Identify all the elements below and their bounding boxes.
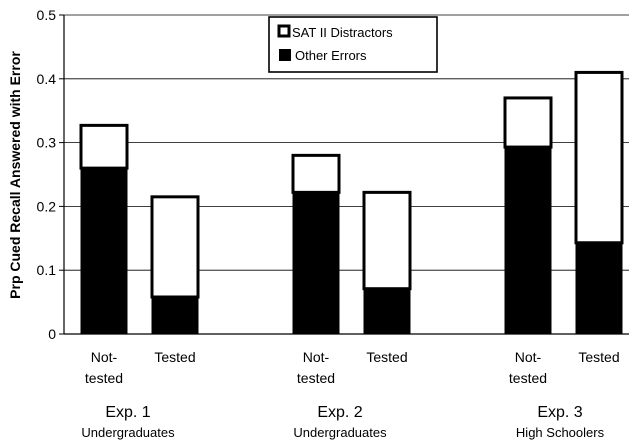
axes (63, 15, 629, 335)
bar-other-errors (504, 146, 552, 335)
y-tick-label: 0.3 (37, 135, 57, 151)
bar-other-errors (151, 296, 199, 335)
legend-swatch-sat (277, 24, 291, 38)
legend-label-sat: SAT II Distractors (292, 25, 393, 40)
group-label-population: Undergraduates (293, 425, 387, 440)
group-label-experiment: Exp. 2 (317, 404, 362, 421)
y-tick-label: 0.4 (37, 71, 57, 87)
bar-sat-distractors (79, 123, 129, 170)
x-tick-label: Not- (515, 349, 542, 365)
legend: SAT II Distractors Other Errors (268, 16, 438, 73)
group-label-experiment: Exp. 1 (105, 404, 150, 421)
legend-box (268, 16, 438, 73)
y-tick-label: 0.1 (37, 262, 57, 278)
group-labels: Exp. 1 Undergraduates Exp. 2 Undergraduates… (81, 404, 604, 440)
y-tick-label: 0.2 (37, 198, 57, 214)
group-label-population: Undergraduates (81, 425, 175, 440)
bar-other-errors (292, 191, 340, 335)
x-tick-label: Tested (366, 349, 407, 365)
legend-swatch-other (279, 49, 291, 61)
y-tick-labels: 0 0.1 0.2 0.3 0.4 0.5 (37, 7, 64, 342)
x-tick-labels: Not-tested Tested Not-tested Tested Not-test… (85, 349, 620, 386)
group-label-experiment: Exp. 3 (537, 404, 582, 421)
legend-label-other: Other Errors (295, 48, 367, 63)
bar-other-errors (363, 288, 411, 335)
bar-other-errors (575, 242, 623, 335)
bar-sat-distractors (503, 96, 553, 149)
x-tick-label: tested (297, 370, 335, 386)
bar-other-errors (80, 167, 128, 335)
x-tick-label: tested (85, 370, 123, 386)
x-tick-label: Not- (303, 349, 330, 365)
x-tick-label: Not- (91, 349, 118, 365)
x-tick-label: Tested (154, 349, 195, 365)
bar-sat-distractors (291, 153, 341, 194)
bar-sat-distractors (362, 190, 412, 291)
x-tick-label: Tested (578, 349, 619, 365)
bar-sat-distractors (574, 70, 624, 245)
y-tick-label: 0.5 (37, 7, 57, 23)
y-axis-label: Prp Cued Recall Answered with Error (7, 51, 23, 299)
group-label-population: High Schoolers (516, 425, 605, 440)
bar-sat-distractors (150, 195, 200, 299)
bars (79, 70, 624, 335)
x-tick-label: tested (509, 370, 547, 386)
y-tick-label: 0 (48, 326, 56, 342)
